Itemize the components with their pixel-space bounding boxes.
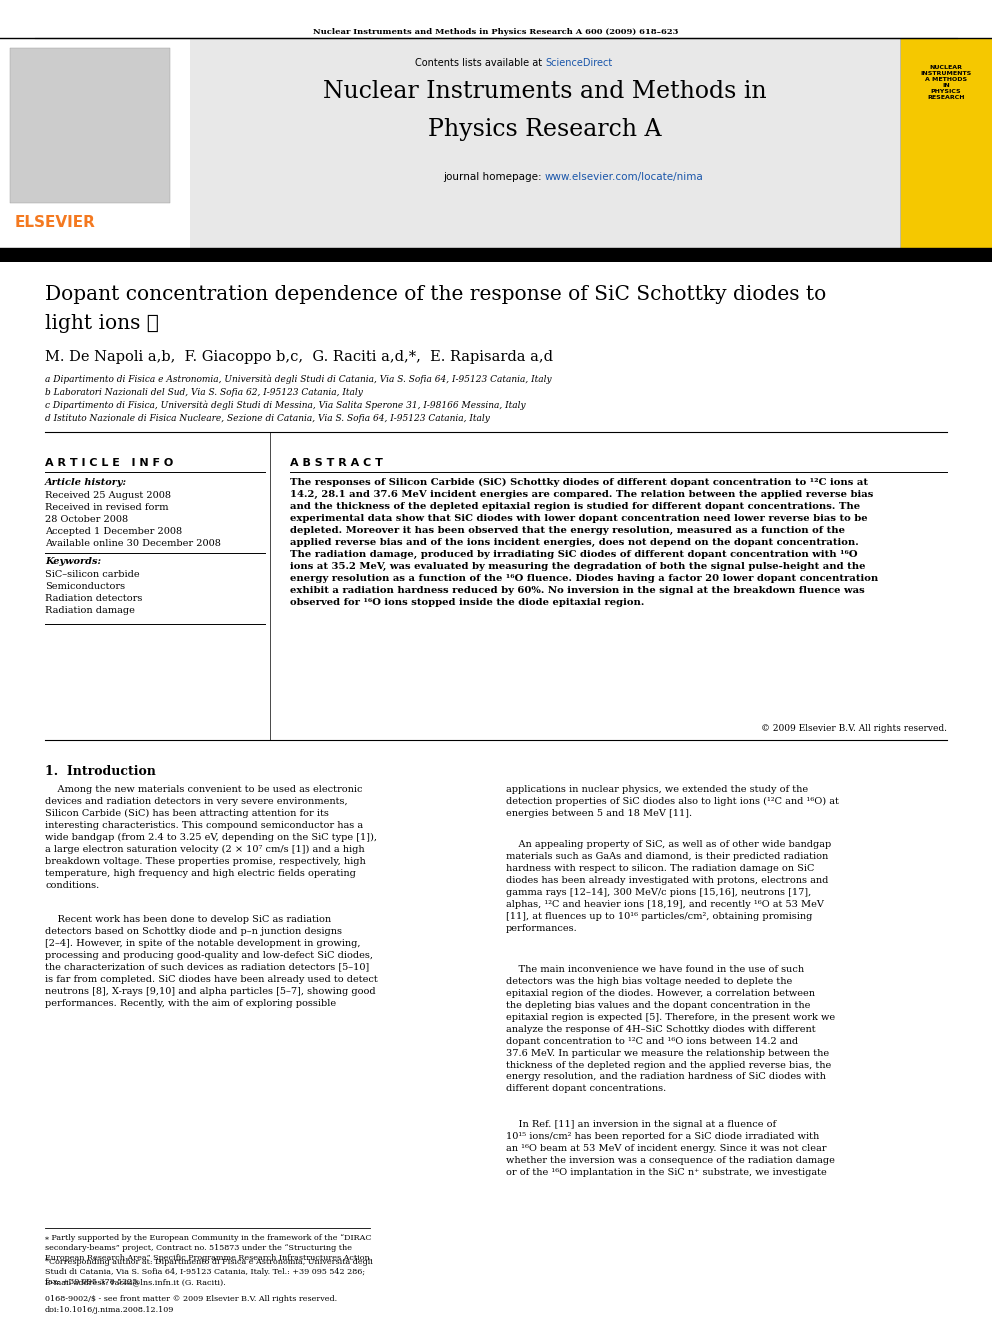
- Text: Accepted 1 December 2008: Accepted 1 December 2008: [45, 527, 183, 536]
- Text: Article history:: Article history:: [45, 478, 127, 487]
- Text: Radiation damage: Radiation damage: [45, 606, 135, 615]
- Text: Nuclear Instruments and Methods in: Nuclear Instruments and Methods in: [323, 79, 767, 103]
- Text: journal homepage:: journal homepage:: [443, 172, 545, 183]
- Text: Radiation detectors: Radiation detectors: [45, 594, 143, 603]
- Bar: [0, 247, 992, 262]
- Text: SiC–silicon carbide: SiC–silicon carbide: [45, 570, 140, 579]
- Text: E-mail address: raciti@lns.infn.it (G. Raciti).: E-mail address: raciti@lns.infn.it (G. R…: [45, 1278, 226, 1286]
- Bar: [900, 38, 992, 247]
- Text: *Corresponding author at: Dipartimento di Fisica e Astronomia, Università degli
: *Corresponding author at: Dipartimento d…: [45, 1258, 373, 1286]
- Text: 28 October 2008: 28 October 2008: [45, 515, 128, 524]
- Text: Contents lists available at: Contents lists available at: [415, 58, 545, 67]
- Text: d Istituto Nazionale di Fisica Nucleare, Sezione di Catania, Via S. Sofia 64, I-: d Istituto Nazionale di Fisica Nucleare,…: [45, 414, 490, 423]
- Text: www.elsevier.com/locate/nima: www.elsevier.com/locate/nima: [545, 172, 703, 183]
- Text: a Dipartimento di Fisica e Astronomia, Università degli Studi di Catania, Via S.: a Dipartimento di Fisica e Astronomia, U…: [45, 374, 552, 385]
- Text: ScienceDirect: ScienceDirect: [545, 58, 612, 67]
- Text: Received in revised form: Received in revised form: [45, 503, 169, 512]
- Text: c Dipartimento di Fisica, Università degli Studi di Messina, Via Salita Sperone : c Dipartimento di Fisica, Università deg…: [45, 401, 526, 410]
- Text: ELSEVIER: ELSEVIER: [15, 216, 96, 230]
- Text: Among the new materials convenient to be used as electronic
devices and radiatio: Among the new materials convenient to be…: [45, 785, 377, 890]
- Text: The main inconvenience we have found in the use of such
detectors was the high b: The main inconvenience we have found in …: [506, 964, 835, 1093]
- Bar: [190, 38, 900, 247]
- Bar: [0, 38, 190, 247]
- Text: Nuclear Instruments and Methods in Physics Research A 600 (2009) 618–623: Nuclear Instruments and Methods in Physi…: [313, 28, 679, 36]
- Text: doi:10.1016/j.nima.2008.12.109: doi:10.1016/j.nima.2008.12.109: [45, 1306, 175, 1314]
- Text: applications in nuclear physics, we extended the study of the
detection properti: applications in nuclear physics, we exte…: [506, 785, 839, 818]
- Text: Semiconductors: Semiconductors: [45, 582, 125, 591]
- Text: M. De Napoli a,b,  F. Giacoppo b,c,  G. Raciti a,d,*,  E. Rapisarda a,d: M. De Napoli a,b, F. Giacoppo b,c, G. Ra…: [45, 351, 553, 364]
- Text: © 2009 Elsevier B.V. All rights reserved.: © 2009 Elsevier B.V. All rights reserved…: [761, 724, 947, 733]
- Text: In Ref. [11] an inversion in the signal at a fluence of
10¹⁵ ions/cm² has been r: In Ref. [11] an inversion in the signal …: [506, 1121, 835, 1176]
- Text: 0168-9002/$ - see front matter © 2009 Elsevier B.V. All rights reserved.: 0168-9002/$ - see front matter © 2009 El…: [45, 1295, 337, 1303]
- Text: b Laboratori Nazionali del Sud, Via S. Sofia 62, I-95123 Catania, Italy: b Laboratori Nazionali del Sud, Via S. S…: [45, 388, 363, 397]
- Text: An appealing property of SiC, as well as of other wide bandgap
materials such as: An appealing property of SiC, as well as…: [506, 840, 831, 933]
- Text: Available online 30 December 2008: Available online 30 December 2008: [45, 538, 221, 548]
- Text: Recent work has been done to develop SiC as radiation
detectors based on Schottk: Recent work has been done to develop SiC…: [45, 916, 378, 1008]
- Text: Received 25 August 2008: Received 25 August 2008: [45, 491, 171, 500]
- Text: light ions ☆: light ions ☆: [45, 314, 159, 333]
- Text: ⁎ Partly supported by the European Community in the framework of the “DIRAC
seco: ⁎ Partly supported by the European Commu…: [45, 1234, 372, 1262]
- Text: A B S T R A C T: A B S T R A C T: [290, 458, 383, 468]
- Text: 1.  Introduction: 1. Introduction: [45, 765, 156, 778]
- Text: A R T I C L E   I N F O: A R T I C L E I N F O: [45, 458, 174, 468]
- Text: NUCLEAR
INSTRUMENTS
A METHODS
IN
PHYSICS
RESEARCH: NUCLEAR INSTRUMENTS A METHODS IN PHYSICS…: [921, 65, 971, 101]
- Text: Dopant concentration dependence of the response of SiC Schottky diodes to: Dopant concentration dependence of the r…: [45, 284, 826, 304]
- Bar: [10, 48, 170, 202]
- Text: Keywords:: Keywords:: [45, 557, 101, 566]
- Text: The responses of Silicon Carbide (SiC) Schottky diodes of different dopant conce: The responses of Silicon Carbide (SiC) S…: [290, 478, 878, 607]
- Text: Physics Research A: Physics Research A: [429, 118, 662, 142]
